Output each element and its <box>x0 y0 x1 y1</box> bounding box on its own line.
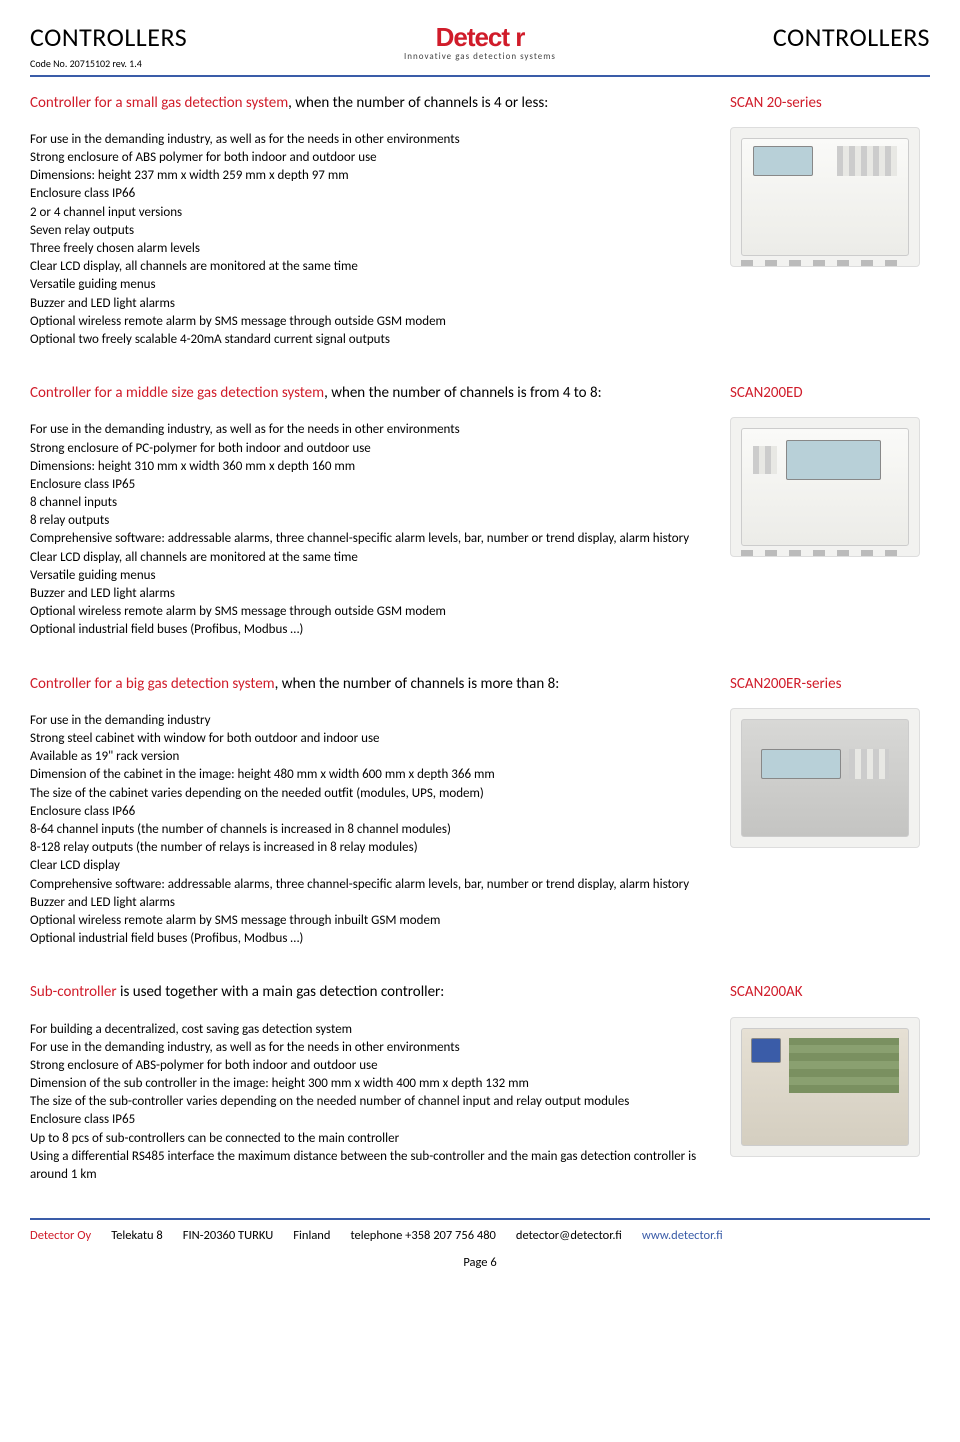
section-heading-red: Sub-controller <box>30 983 117 1001</box>
section-heading-red: Controller for a middle size gas detecti… <box>30 384 324 402</box>
header-code: Code No. 20715102 rev. 1.4 <box>30 57 330 71</box>
section-heading-red: Controller for a big gas detection syste… <box>30 675 275 693</box>
series-label: SCAN 20-series <box>730 93 930 113</box>
logo-text: Detect r <box>404 20 556 55</box>
feature-line: Comprehensive software: addressable alar… <box>30 530 712 548</box>
logo-subtitle: Innovative gas detection systems <box>404 51 556 63</box>
feature-line: 2 or 4 channel input versions <box>30 204 712 222</box>
feature-line: For building a decentralized, cost savin… <box>30 1021 712 1039</box>
section-heading: Controller for a middle size gas detecti… <box>30 383 712 403</box>
section-heading-rest: is used together with a main gas detecti… <box>117 983 445 1001</box>
feature-line: For use in the demanding industry, as we… <box>30 421 712 439</box>
feature-line: Optional wireless remote alarm by SMS me… <box>30 313 712 331</box>
series-label: SCAN200ER-series <box>730 674 930 694</box>
section-side: SCAN200ED <box>730 383 930 640</box>
feature-line: Dimension of the sub controller in the i… <box>30 1075 712 1093</box>
feature-line: Optional industrial field buses (Profibu… <box>30 621 712 639</box>
section-body: Controller for a small gas detection sys… <box>30 93 712 350</box>
feature-line: Buzzer and LED light alarms <box>30 295 712 313</box>
feature-line: Enclosure class IP65 <box>30 476 712 494</box>
feature-line: Comprehensive software: addressable alar… <box>30 876 712 894</box>
section-heading: Controller for a big gas detection syste… <box>30 674 712 694</box>
feature-line: Buzzer and LED light alarms <box>30 894 712 912</box>
feature-line: Enclosure class IP66 <box>30 803 712 821</box>
feature-line: For use in the demanding industry, as we… <box>30 131 712 149</box>
feature-line: Seven relay outputs <box>30 222 712 240</box>
feature-line: Optional wireless remote alarm by SMS me… <box>30 912 712 930</box>
section-side: SCAN 20-series <box>730 93 930 350</box>
series-label: SCAN200ED <box>730 383 930 403</box>
header-left: CONTROLLERS Code No. 20715102 rev. 1.4 <box>30 20 330 71</box>
product-image <box>730 708 920 848</box>
feature-line: 8-64 channel inputs (the number of chann… <box>30 821 712 839</box>
product-image <box>730 1017 920 1157</box>
product-image <box>730 417 920 557</box>
feature-line: Using a differential RS485 interface the… <box>30 1148 712 1184</box>
feature-line: Clear LCD display <box>30 857 712 875</box>
section-heading-rest: , when the number of channels is from 4 … <box>324 384 602 402</box>
feature-line: Dimension of the cabinet in the image: h… <box>30 766 712 784</box>
section-side: SCAN200ER-series <box>730 674 930 949</box>
page-header: CONTROLLERS Code No. 20715102 rev. 1.4 D… <box>30 20 930 77</box>
feature-line: 8 relay outputs <box>30 512 712 530</box>
header-title-right: CONTROLLERS <box>630 20 930 55</box>
footer-address: Telekatu 8 <box>111 1228 163 1245</box>
feature-line: Strong enclosure of ABS-polymer for both… <box>30 1057 712 1075</box>
section-body: Controller for a middle size gas detecti… <box>30 383 712 640</box>
page-number: Page 6 <box>30 1255 930 1272</box>
feature-line: Optional industrial field buses (Profibu… <box>30 930 712 948</box>
feature-line: For use in the demanding industry <box>30 712 712 730</box>
feature-line: Strong steel cabinet with window for bot… <box>30 730 712 748</box>
footer-company: Detector Oy <box>30 1228 91 1245</box>
feature-line: Three freely chosen alarm levels <box>30 240 712 258</box>
feature-line: 8-128 relay outputs (the number of relay… <box>30 839 712 857</box>
feature-line: Optional wireless remote alarm by SMS me… <box>30 603 712 621</box>
footer-country: Finland <box>293 1228 330 1245</box>
header-logo: Detect r Innovative gas detection system… <box>330 20 630 65</box>
feature-line: Versatile guiding menus <box>30 567 712 585</box>
feature-line: The size of the sub-controller varies de… <box>30 1093 712 1111</box>
feature-line: Versatile guiding menus <box>30 276 712 294</box>
feature-line: Optional two freely scalable 4-20mA stan… <box>30 331 712 349</box>
section-heading: Sub-controller is used together with a m… <box>30 982 712 1002</box>
header-title-left: CONTROLLERS <box>30 20 330 55</box>
footer-email: detector@detector.fi <box>516 1228 622 1245</box>
product-section: Controller for a small gas detection sys… <box>30 93 930 350</box>
section-heading-red: Controller for a small gas detection sys… <box>30 94 288 112</box>
section-side: SCAN200AK <box>730 982 930 1184</box>
feature-line: Dimensions: height 310 mm x width 360 mm… <box>30 458 712 476</box>
section-body: Controller for a big gas detection syste… <box>30 674 712 949</box>
footer-phone: telephone +358 207 756 480 <box>350 1228 495 1245</box>
header-right: CONTROLLERS <box>630 20 930 55</box>
section-heading: Controller for a small gas detection sys… <box>30 93 712 113</box>
feature-line: Buzzer and LED light alarms <box>30 585 712 603</box>
section-heading-rest: , when the number of channels is 4 or le… <box>288 94 548 112</box>
feature-line: 8 channel inputs <box>30 494 712 512</box>
feature-line: For use in the demanding industry, as we… <box>30 1039 712 1057</box>
product-image <box>730 127 920 267</box>
feature-line: Clear LCD display, all channels are moni… <box>30 258 712 276</box>
feature-line: Clear LCD display, all channels are moni… <box>30 549 712 567</box>
footer-web[interactable]: www.detector.fi <box>642 1228 723 1245</box>
feature-line: The size of the cabinet varies depending… <box>30 785 712 803</box>
feature-line: Available as 19" rack version <box>30 748 712 766</box>
footer-postal: FIN-20360 TURKU <box>183 1228 274 1245</box>
section-heading-rest: , when the number of channels is more th… <box>275 675 560 693</box>
product-section: Sub-controller is used together with a m… <box>30 982 930 1184</box>
feature-line: Dimensions: height 237 mm x width 259 mm… <box>30 167 712 185</box>
feature-line: Enclosure class IP65 <box>30 1111 712 1129</box>
section-body: Sub-controller is used together with a m… <box>30 982 712 1184</box>
feature-line: Strong enclosure of PC-polymer for both … <box>30 440 712 458</box>
feature-line: Enclosure class IP66 <box>30 185 712 203</box>
series-label: SCAN200AK <box>730 982 930 1002</box>
product-section: Controller for a big gas detection syste… <box>30 674 930 949</box>
feature-line: Up to 8 pcs of sub-controllers can be co… <box>30 1130 712 1148</box>
feature-line: Strong enclosure of ABS polymer for both… <box>30 149 712 167</box>
page-footer: Detector Oy Telekatu 8 FIN-20360 TURKU F… <box>30 1218 930 1245</box>
product-section: Controller for a middle size gas detecti… <box>30 383 930 640</box>
